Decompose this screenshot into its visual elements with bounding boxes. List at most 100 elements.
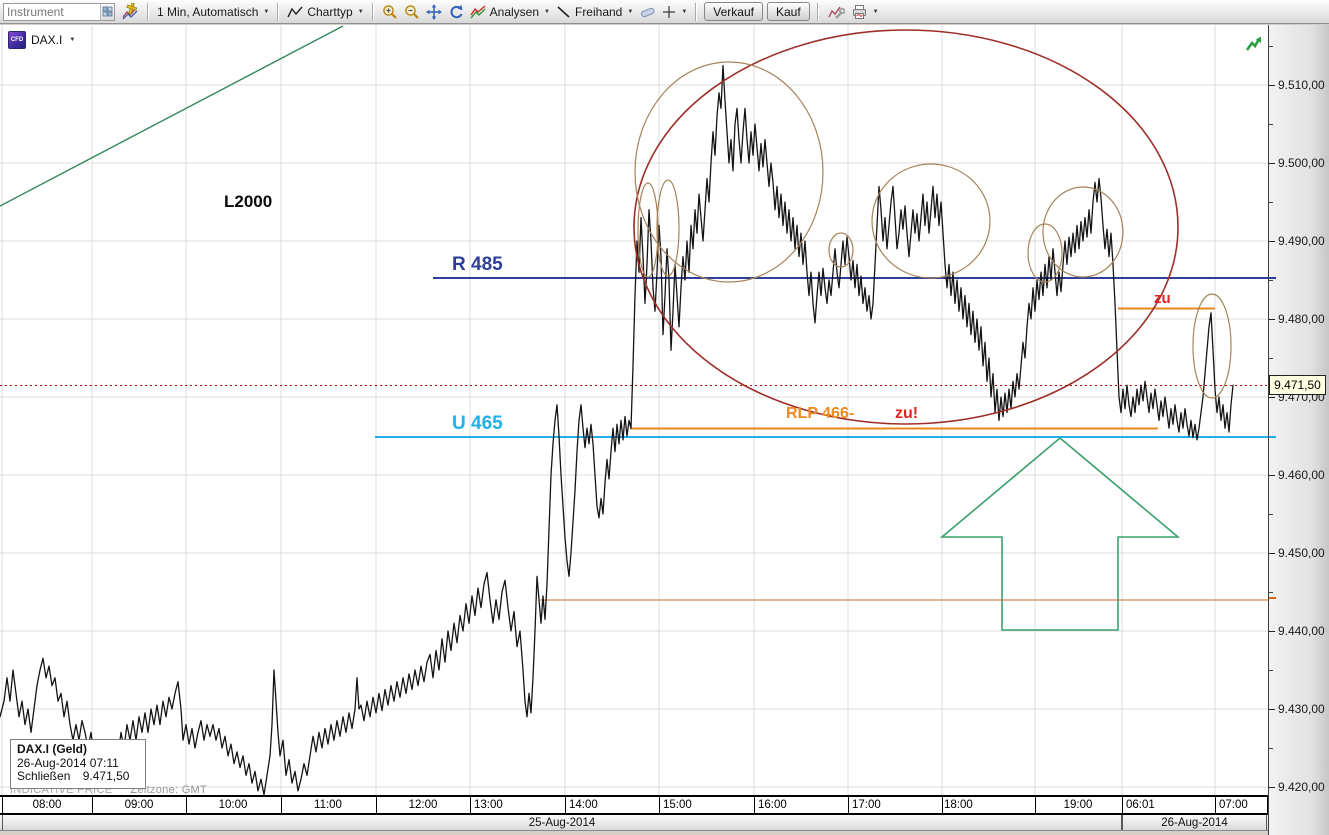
price-axis-major-tick (1269, 475, 1275, 476)
zoom-in-button[interactable] (379, 3, 401, 21)
time-axis-cell-border (1267, 797, 1268, 813)
tab-symbol-label: DAX.I (31, 33, 63, 47)
trend-up-corner-icon[interactable] (1245, 36, 1262, 53)
cfd-badge-icon: CFD (8, 31, 26, 49)
toolbar: 1 Min, Automatisch ▼ Charttyp ▼ (0, 0, 1329, 24)
chevron-down-icon: ▼ (69, 37, 76, 43)
timezone-label: Zeitzone: GMT (130, 784, 208, 796)
crosshair-dropdown[interactable]: ▼ (659, 4, 690, 20)
brown-highlight-ellipse (871, 163, 991, 279)
price-axis-major-tick (1269, 85, 1275, 86)
price-axis-label: 9.490,00 (1278, 234, 1325, 248)
instrument-input[interactable] (4, 4, 100, 19)
tooltip-close-row: Schließen 9.471,50 (17, 769, 139, 784)
time-axis-cell-border (186, 797, 187, 813)
toolbar-separator (816, 2, 819, 21)
price-axis-minor-tick (1269, 124, 1273, 125)
chart-settings-button[interactable] (824, 3, 848, 21)
analysen-dropdown[interactable]: Analysen ▼ (467, 3, 553, 20)
time-axis-label: 13:00 (474, 799, 503, 811)
price-axis-level-tick (1269, 597, 1276, 600)
price-axis-major-tick (1269, 163, 1275, 164)
brown-highlight-ellipse (656, 179, 680, 277)
time-axis-label: 10:00 (218, 799, 248, 811)
price-axis-major-tick (1269, 709, 1275, 710)
charttype-dropdown[interactable]: Charttyp ▼ (284, 3, 366, 20)
brown-highlight-ellipse (1192, 293, 1232, 399)
brown-highlight-ellipse (1042, 186, 1124, 278)
toolbar-separator (147, 2, 149, 21)
undo-icon (450, 4, 463, 18)
time-axis-label: 17:00 (852, 799, 881, 811)
timeframe-dropdown[interactable]: 1 Min, Automatisch ▼ (154, 4, 272, 20)
charttype-label: Charttyp (307, 4, 353, 19)
annotation-zu-exclaim-label[interactable]: zu! (895, 405, 919, 422)
zoom-out-icon (404, 4, 419, 19)
time-axis[interactable] (0, 797, 1268, 813)
price-axis-minor-tick (1269, 280, 1273, 281)
verkauf-button[interactable]: Verkauf (704, 2, 763, 21)
price-axis-label: 9.440,00 (1278, 624, 1325, 638)
annotation-zu-label[interactable]: zu (1154, 290, 1171, 307)
trend-line-annotation (0, 25, 344, 207)
print-dropdown[interactable]: ▼ (848, 3, 882, 21)
time-axis-cell-border (92, 797, 93, 813)
time-axis-cell-border (376, 797, 377, 813)
analysen-label: Analysen (489, 4, 540, 19)
price-axis-label: 9.420,00 (1278, 780, 1325, 794)
instrument-tab[interactable]: CFD DAX.I ▼ (8, 31, 75, 49)
time-axis-cell-border (848, 797, 849, 813)
price-axis-major-tick (1269, 631, 1275, 632)
chart-wrench-icon (828, 6, 845, 19)
price-chart-svg[interactable] (0, 25, 1268, 795)
toolbar-separator (695, 2, 698, 21)
time-axis-cell-border (754, 797, 755, 813)
analysis-chart-icon (470, 5, 486, 19)
price-axis[interactable]: 9.510,00 9.500,00 9.490,00 9.480,00 9.470,00… (1268, 25, 1329, 835)
timeframe-label: 1 Min, Automatisch (157, 4, 259, 19)
freihand-label: Freihand (574, 4, 623, 19)
kauf-button[interactable]: Kauf (766, 2, 810, 21)
annotation-u465-label[interactable]: U 465 (452, 413, 503, 434)
time-axis-cell-border (565, 797, 566, 813)
chevron-down-icon: ▼ (544, 8, 550, 15)
instrument-lookup-button[interactable] (100, 3, 114, 20)
time-axis-label: 12:00 (408, 799, 438, 811)
freehand-line-icon (557, 6, 570, 18)
freihand-dropdown[interactable]: Freihand ▼ (553, 3, 636, 20)
eraser-button[interactable] (636, 3, 659, 20)
chevron-down-icon: ▼ (263, 8, 270, 15)
undo-button[interactable] (445, 3, 467, 21)
current-price-tag: 9.471,50 (1269, 375, 1326, 395)
annotation-l2000[interactable]: L2000 (224, 192, 273, 211)
up-arrow-annotation (939, 436, 1181, 631)
line-chart-icon (287, 6, 303, 18)
time-axis-bottom-border (0, 813, 1268, 815)
pan-button[interactable] (423, 3, 445, 21)
price-axis-minor-tick (1269, 202, 1273, 203)
price-axis-label: 9.510,00 (1278, 78, 1325, 92)
tooltip-close-label: Schließen (17, 769, 71, 783)
time-axis-label: 09:00 (124, 799, 154, 811)
time-axis-label: 15:00 (663, 799, 692, 811)
annotation-rlp466-label[interactable]: RLP 466- (786, 405, 855, 422)
price-axis-level-tick (1269, 277, 1276, 280)
time-axis-label: 11:00 (314, 799, 342, 811)
add-chart-button[interactable] (118, 2, 142, 21)
time-axis-cell-border (281, 797, 282, 813)
annotation-r485-label[interactable]: R 485 (452, 254, 503, 275)
eraser-icon (641, 7, 655, 18)
price-axis-label: 9.430,00 (1278, 702, 1325, 716)
pan-arrows-icon (425, 3, 442, 20)
instrument-search-box[interactable] (3, 2, 115, 21)
zoom-out-button[interactable] (401, 3, 423, 21)
date-axis-border (0, 830, 1268, 831)
time-axis-label: 08:00 (32, 799, 62, 811)
price-axis-label: 9.450,00 (1278, 546, 1325, 560)
price-axis-level-tick (1269, 435, 1276, 438)
toolbar-separator (277, 2, 280, 21)
date-label: 25-Aug-2014 (2, 815, 1122, 830)
time-axis-cell-border (470, 797, 471, 813)
crosshair-icon (663, 5, 676, 18)
